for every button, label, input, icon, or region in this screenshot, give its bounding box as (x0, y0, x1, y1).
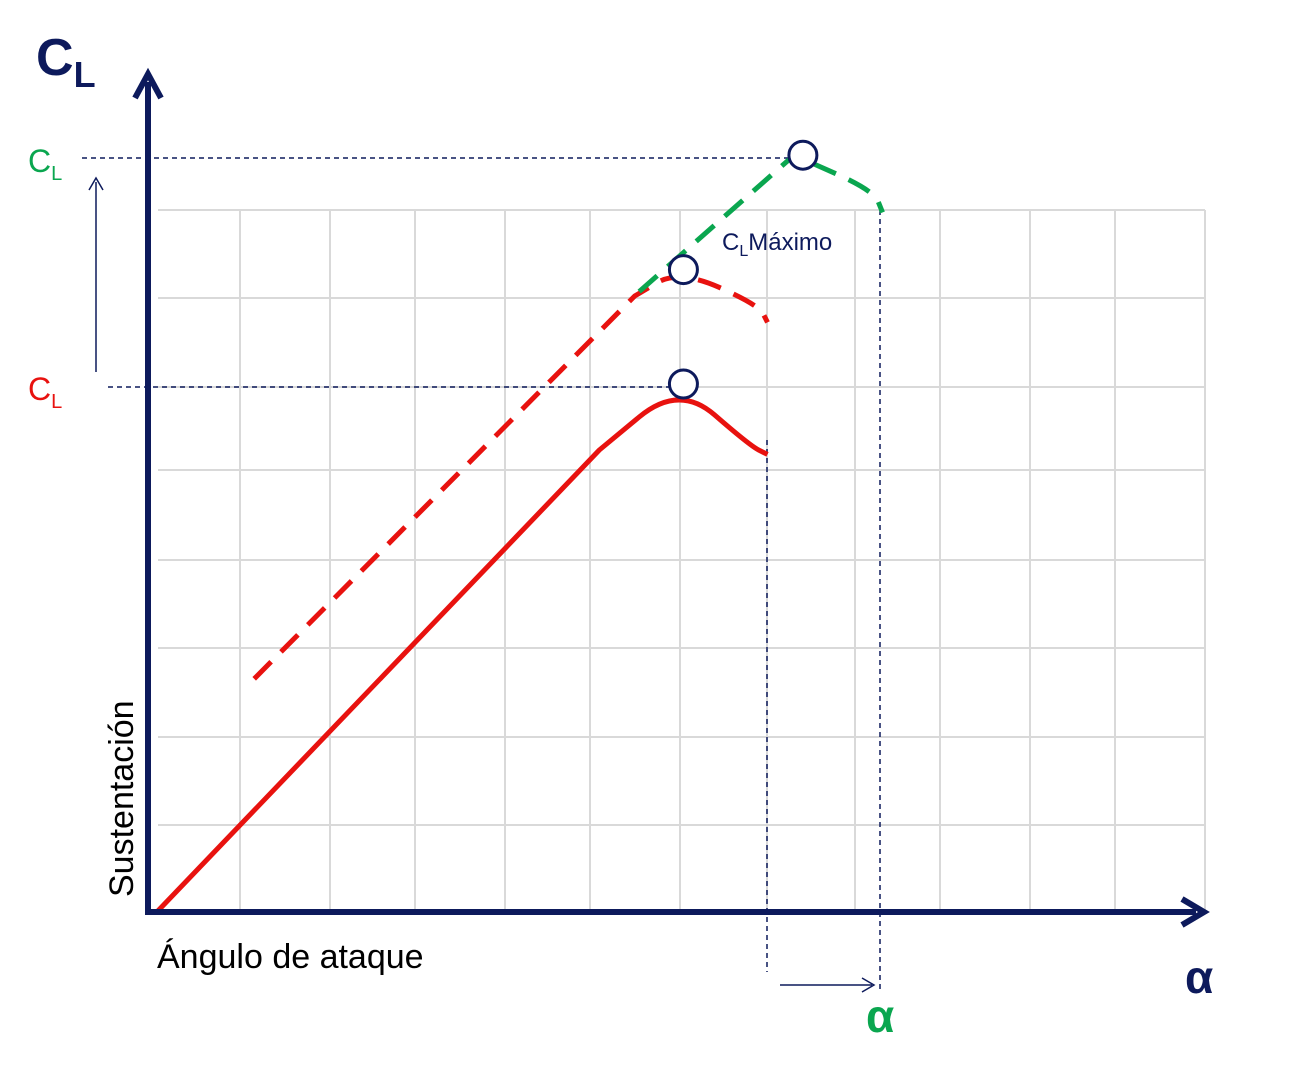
cl-maximo-annotation: CLMáximo (722, 229, 832, 260)
lift-curves (155, 152, 885, 914)
guide-lines (82, 157, 881, 993)
y-axis-arrowhead (132, 67, 164, 100)
x-axis-symbol: α (1185, 951, 1213, 1003)
cl-max-point-1 (667, 368, 699, 400)
alpha-stall-label: α (866, 990, 894, 1042)
grid (158, 209, 1206, 912)
axes (132, 67, 1210, 928)
cl-max-point-2 (667, 254, 699, 286)
y-axis-title: Sustentación (103, 700, 141, 897)
x-axis-arrowhead (1180, 896, 1210, 928)
lift-curve-1 (155, 397, 769, 914)
maxima-markers (667, 139, 819, 400)
alpha-increase-arrowhead (861, 977, 876, 993)
cl-max-point-3 (787, 139, 819, 171)
lift-curve-2 (252, 274, 770, 681)
cl-increase-arrowhead (88, 176, 104, 191)
cl-max-base-label: CL (28, 371, 62, 413)
x-axis-title: Ángulo de ataque (157, 938, 424, 976)
y-axis-symbol: CL (36, 29, 96, 95)
cl-max-flap-label: CL (28, 143, 62, 185)
